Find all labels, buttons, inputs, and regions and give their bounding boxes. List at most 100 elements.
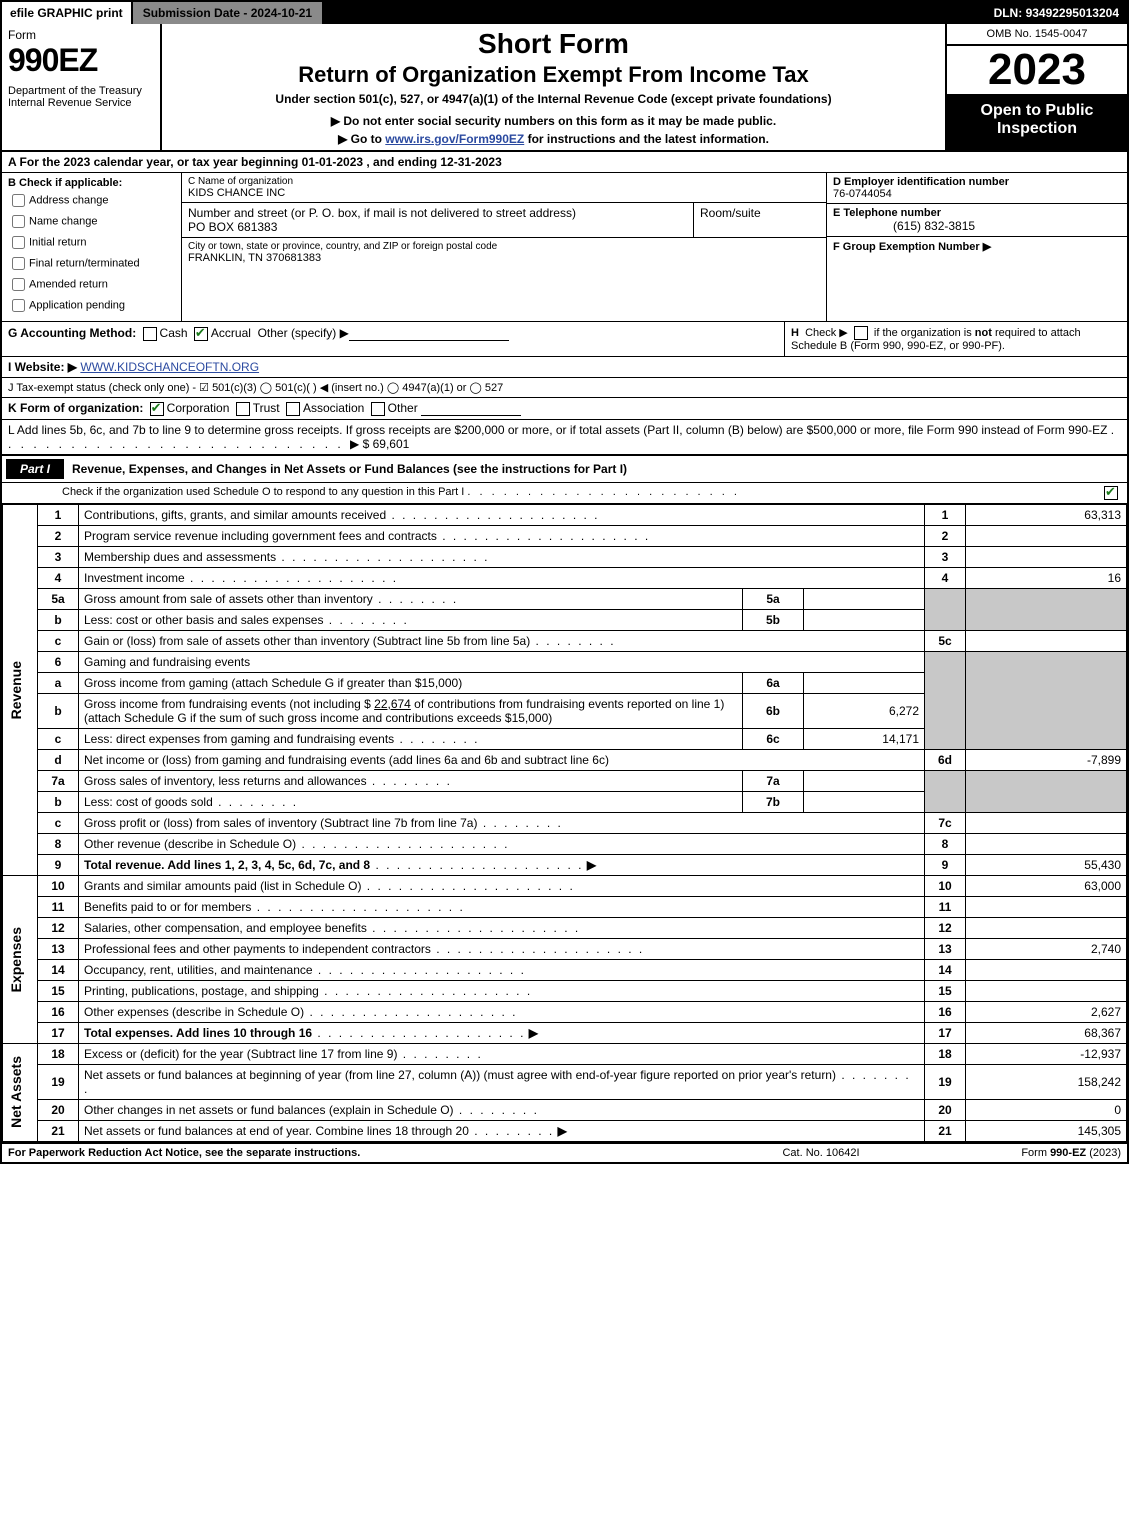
ln10-amt: 63,000 — [966, 875, 1127, 896]
ln5-grey — [925, 588, 966, 630]
ln14-desc-text: Occupancy, rent, utilities, and maintena… — [84, 963, 313, 977]
ln1-desc-text: Contributions, gifts, grants, and simila… — [84, 508, 386, 522]
ln7c-desc-text: Gross profit or (loss) from sales of inv… — [84, 816, 477, 830]
ln1-desc: Contributions, gifts, grants, and simila… — [79, 504, 925, 525]
ln16-amt: 2,627 — [966, 1001, 1127, 1022]
ln7c-r: 7c — [925, 812, 966, 833]
ln7b-subamt — [804, 791, 925, 812]
group-exemption-label: F Group Exemption Number ▶ — [833, 241, 991, 253]
ln6d-amt: -7,899 — [966, 749, 1127, 770]
org-name: KIDS CHANCE INC — [188, 187, 820, 199]
ln4-num: 4 — [38, 567, 79, 588]
header-left: Form 990EZ Department of the Treasury In… — [2, 24, 162, 150]
ln18-r: 18 — [925, 1043, 966, 1064]
row-g-h: G Accounting Method: Cash Accrual Other … — [2, 322, 1127, 357]
ln16-r: 16 — [925, 1001, 966, 1022]
ln2-num: 2 — [38, 525, 79, 546]
ln21-r: 21 — [925, 1120, 966, 1141]
chk-name-change[interactable]: Name change — [8, 212, 175, 231]
ln20-num: 20 — [38, 1099, 79, 1120]
dln-label: DLN: — [994, 6, 1026, 20]
other-org-line — [421, 403, 521, 416]
l-amount: $ 69,601 — [363, 437, 410, 451]
h-schedule-b: H Check ▶ if the organization is not req… — [784, 322, 1127, 356]
ln7b-desc: Less: cost of goods sold — [79, 791, 743, 812]
ln20-r: 20 — [925, 1099, 966, 1120]
ln10-r: 10 — [925, 875, 966, 896]
form-number: 990EZ — [8, 42, 154, 79]
ln19-amt: 158,242 — [966, 1064, 1127, 1099]
do-not-enter-text: ▶ Do not enter social security numbers o… — [170, 114, 937, 128]
ln15-desc-text: Printing, publications, postage, and shi… — [84, 984, 319, 998]
ln9-r: 9 — [925, 854, 966, 875]
ln3-amt — [966, 546, 1127, 567]
chk-accrual[interactable] — [194, 327, 208, 341]
phone-value: (615) 832-3815 — [833, 219, 1121, 233]
chk-trust[interactable] — [236, 402, 250, 416]
ln13-r: 13 — [925, 938, 966, 959]
chk-initial-return[interactable]: Initial return — [8, 233, 175, 252]
ln7c-desc: Gross profit or (loss) from sales of inv… — [79, 812, 925, 833]
ln7b-num: b — [38, 791, 79, 812]
ln9-amt: 55,430 — [966, 854, 1127, 875]
efile-print-label[interactable]: efile GRAPHIC print — [2, 2, 133, 24]
chk-address-change-label: Address change — [29, 194, 109, 206]
ln15-desc: Printing, publications, postage, and shi… — [79, 980, 925, 1001]
ln8-desc-text: Other revenue (describe in Schedule O) — [84, 837, 296, 851]
chk-schedule-o-part-i[interactable] — [1104, 486, 1118, 500]
chk-corporation[interactable] — [150, 402, 164, 416]
ln20-desc: Other changes in net assets or fund bala… — [79, 1099, 925, 1120]
ln21-num: 21 — [38, 1120, 79, 1141]
chk-cash[interactable] — [143, 327, 157, 341]
l-text: L Add lines 5b, 6c, and 7b to line 9 to … — [8, 423, 1107, 437]
ln6a-subamt — [804, 672, 925, 693]
goto-link[interactable]: www.irs.gov/Form990EZ — [385, 132, 524, 146]
chk-amended-return[interactable]: Amended return — [8, 275, 175, 294]
revenue-side-label: Revenue — [3, 504, 38, 875]
ln18-desc: Excess or (deficit) for the year (Subtra… — [79, 1043, 925, 1064]
ln14-num: 14 — [38, 959, 79, 980]
ln9-desc-text: Total revenue. Add lines 1, 2, 3, 4, 5c,… — [84, 858, 370, 872]
omb-number: OMB No. 1545-0047 — [947, 24, 1127, 46]
footer-right-pre: Form — [1021, 1147, 1050, 1159]
ln3-desc: Membership dues and assessments — [79, 546, 925, 567]
short-form-title: Short Form — [170, 28, 937, 60]
ln19-desc-text: Net assets or fund balances at beginning… — [84, 1068, 836, 1082]
header-middle: Short Form Return of Organization Exempt… — [162, 24, 947, 150]
phone-box: E Telephone number (615) 832-3815 — [827, 204, 1127, 237]
ln13-desc: Professional fees and other payments to … — [79, 938, 925, 959]
submission-date-label: Submission Date - — [143, 6, 251, 20]
row-a-tax-year: A For the 2023 calendar year, or tax yea… — [2, 152, 1127, 173]
chk-other-org[interactable] — [371, 402, 385, 416]
ln11-amt — [966, 896, 1127, 917]
ln6b-desc: Gross income from fundraising events (no… — [79, 693, 743, 728]
ln4-amt: 16 — [966, 567, 1127, 588]
expenses-rot: Expenses — [8, 927, 24, 992]
website-link[interactable]: WWW.KIDSCHANCEOFTN.ORG — [80, 360, 259, 374]
footer-right-post: (2023) — [1086, 1147, 1121, 1159]
ln5c-desc: Gain or (loss) from sale of assets other… — [79, 630, 925, 651]
ln11-r: 11 — [925, 896, 966, 917]
ln2-desc-text: Program service revenue including govern… — [84, 529, 437, 543]
city-label: City or town, state or province, country… — [188, 241, 820, 252]
block-b-through-f: B Check if applicable: Address change Na… — [2, 173, 1127, 322]
ln5b-sub: 5b — [743, 609, 804, 630]
ln6a-num: a — [38, 672, 79, 693]
ein-value: 76-0744054 — [833, 188, 892, 200]
form-word: Form — [8, 28, 154, 42]
ln7-grey — [925, 770, 966, 812]
ln5c-desc-text: Gain or (loss) from sale of assets other… — [84, 634, 530, 648]
ln13-desc-text: Professional fees and other payments to … — [84, 942, 431, 956]
chk-schedule-b-not-required[interactable] — [854, 326, 868, 340]
ln12-r: 12 — [925, 917, 966, 938]
schedule-o-check-row: Check if the organization used Schedule … — [2, 483, 1127, 504]
chk-application-pending[interactable]: Application pending — [8, 296, 175, 315]
chk-final-return[interactable]: Final return/terminated — [8, 254, 175, 273]
topbar-spacer — [324, 2, 985, 24]
i-label: I Website: ▶ — [8, 360, 77, 374]
chk-association[interactable] — [286, 402, 300, 416]
ln6c-num: c — [38, 728, 79, 749]
ln7b-sub: 7b — [743, 791, 804, 812]
chk-address-change[interactable]: Address change — [8, 191, 175, 210]
ln17-desc: Total expenses. Add lines 10 through 16 … — [79, 1022, 925, 1043]
